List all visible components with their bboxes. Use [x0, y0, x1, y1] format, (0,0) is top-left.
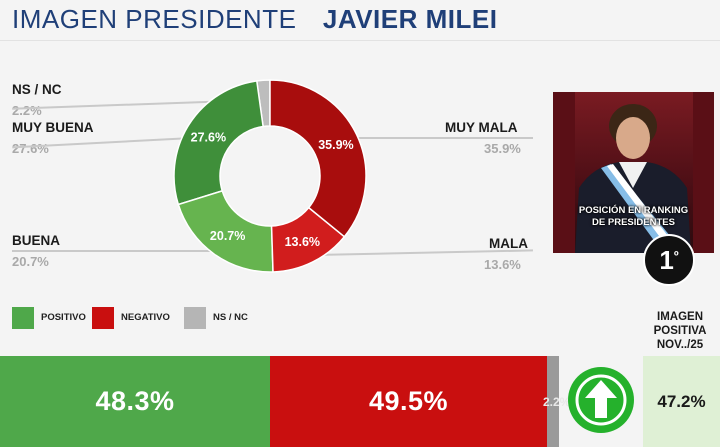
leader-buena — [12, 250, 217, 252]
bar-label-ns-nc: 2.2% — [543, 394, 571, 409]
ranking-caption: POSICIÓN EN RANKING DE PRESIDENTES — [553, 205, 714, 229]
title-divider — [0, 40, 720, 41]
rank-suffix: º — [673, 247, 679, 263]
legend-swatch-negativo — [92, 307, 114, 329]
label-ns-nc: NS / NC — [12, 82, 62, 97]
title-label: IMAGEN PRESIDENTE — [12, 4, 297, 34]
bar-segment-positivo: 48.3% — [0, 356, 270, 447]
legend-label-positivo: POSITIVO — [41, 312, 86, 323]
donut-label-buena: 20.7% — [210, 229, 245, 243]
president-photo: POSICIÓN EN RANKING DE PRESIDENTES — [553, 92, 714, 253]
imagen-positiva-header-line3: NOV../25 — [656, 339, 704, 351]
donut-label-muy-mala: 35.9% — [318, 138, 353, 152]
label-muy-buena: MUY BUENA — [12, 120, 94, 135]
donut-slice-muy-mala — [269, 79, 367, 238]
donut-chart: 27.6% 20.7% 13.6% 35.9% — [173, 79, 367, 273]
ranking-caption-line1: POSICIÓN EN RANKING — [578, 205, 689, 216]
legend-swatch-positivo — [12, 307, 34, 329]
label-muy-mala: MUY MALA — [445, 120, 518, 135]
donut-label-muy-buena: 27.6% — [191, 130, 226, 144]
legend-label-negativo: NEGATIVO — [121, 312, 170, 323]
value-mala: 13.6% — [484, 257, 521, 272]
donut-label-mala: 13.6% — [285, 235, 320, 249]
leader-muy-mala — [350, 137, 533, 139]
up-arrow-icon — [568, 367, 634, 433]
value-muy-mala: 35.9% — [484, 141, 521, 156]
bar-label-positivo: 48.3% — [95, 386, 175, 416]
bar-label-negativo: 49.5% — [368, 386, 449, 416]
legend-swatch-ns-nc — [184, 307, 206, 329]
value-ns-nc: 2.2% — [12, 103, 42, 118]
imagen-positiva-header-line2: POSITIVA — [653, 325, 707, 337]
value-buena: 20.7% — [12, 254, 49, 269]
legend-label-ns-nc: NS / NC — [213, 312, 248, 323]
imagen-positiva-header-line1: IMAGEN — [657, 311, 703, 323]
rank-number: 1 — [659, 244, 674, 275]
value-muy-buena: 27.6% — [12, 141, 49, 156]
bar-segment-ns-nc: 2.2% — [543, 356, 570, 447]
ranking-caption-line2: DE PRESIDENTES — [592, 217, 675, 228]
portrait-illustration — [553, 92, 714, 253]
donut-slice-muy-buena — [173, 80, 264, 206]
page-title: IMAGEN PRESIDENTE JAVIER MILEI — [12, 4, 497, 38]
president-name: JAVIER MILEI — [322, 4, 498, 34]
bar-segment-negativo: 49.5% — [270, 356, 547, 447]
imagen-positiva-header: IMAGEN POSITIVA NOV../25 — [643, 310, 717, 352]
label-buena: BUENA — [12, 233, 61, 248]
label-mala: MALA — [489, 236, 528, 251]
imagen-positiva-value: 47.2% — [643, 356, 720, 447]
